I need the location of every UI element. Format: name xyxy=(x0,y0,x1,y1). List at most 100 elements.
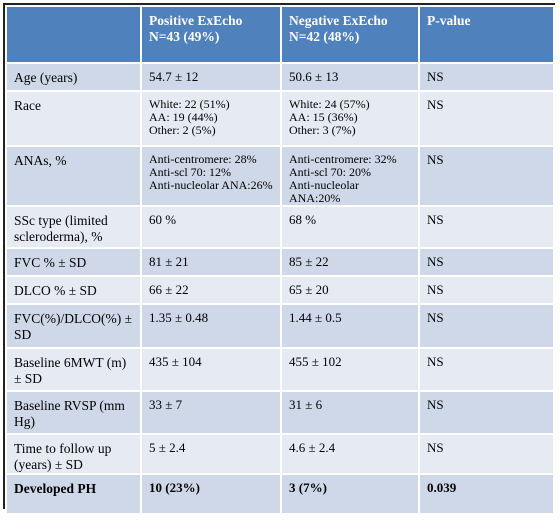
cell-text: Baseline RVSP (mm Hg) xyxy=(14,398,125,429)
cell-text: 1.44 ± 0.5 xyxy=(289,310,342,325)
table-row: FVC(%)/DLCO(%) ± SD 1.35 ± 0.48 1.44 ± 0.5… xyxy=(5,303,555,349)
table-row: Age (years) 54.7 ± 12 50.6 ± 13 NS xyxy=(5,62,555,92)
table-cell: 54.7 ± 12 xyxy=(140,62,282,92)
table-row: Developed PH 10 (23%) 3 (7%) 0.039 xyxy=(5,473,555,515)
table-cell: NS xyxy=(418,205,555,249)
table-cell: 85 ± 22 xyxy=(280,247,420,277)
table-cell: NS xyxy=(418,145,555,207)
table-row: Baseline RVSP (mm Hg) 33 ± 7 31 ± 6 NS xyxy=(5,390,555,435)
table-cell: 435 ± 104 xyxy=(140,347,282,392)
table-cell: 5 ± 2.4 xyxy=(140,433,282,475)
cell-text: NS xyxy=(427,152,444,167)
cell-text: 0.039 xyxy=(427,480,457,495)
table-cell: 31 ± 6 xyxy=(280,390,420,435)
table-cell: 10 (23%) xyxy=(140,473,282,515)
cell-text: FVC(%)/DLCO(%) ± SD xyxy=(14,311,133,342)
cell-text: 435 ± 104 xyxy=(149,354,202,369)
cell-text: 68 % xyxy=(289,212,317,227)
cell-text: Other: 2 (5%) xyxy=(149,123,216,137)
row-label: FVC % ± SD xyxy=(5,247,142,277)
cell-text: NS xyxy=(427,440,444,455)
row-label: FVC(%)/DLCO(%) ± SD xyxy=(5,303,142,349)
table-cell: 60 % xyxy=(140,205,282,249)
table-cell: 50.6 ± 13 xyxy=(280,62,420,92)
row-label: DLCO % ± SD xyxy=(5,275,142,305)
table-cell: 455 ± 102 xyxy=(280,347,420,392)
table-cell: NS xyxy=(418,303,555,349)
cell-text: Anti-nucleolar ANA:20% xyxy=(289,178,359,205)
row-label: Age (years) xyxy=(5,62,142,92)
cell-text: NS xyxy=(427,397,444,412)
table-cell: White: 24 (57%) AA: 15 (36%) Other: 3 (7%) xyxy=(280,90,420,147)
row-label: Race xyxy=(5,90,142,147)
cell-text: NS xyxy=(427,282,444,297)
cell-text: 10 (23%) xyxy=(149,480,200,495)
cell-text: Anti-centromere: 28% xyxy=(149,152,257,166)
table-cell: 68 % xyxy=(280,205,420,249)
table-cell: NS xyxy=(418,433,555,475)
cell-text: 66 ± 22 xyxy=(149,282,189,297)
cell-text: 455 ± 102 xyxy=(289,354,342,369)
table-row: DLCO % ± SD 66 ± 22 65 ± 20 NS xyxy=(5,275,555,305)
cell-text: Anti-scl 70: 20% xyxy=(289,165,371,179)
table: Positive ExEcho N=43 (49%) Negative ExEcho… xyxy=(5,5,555,515)
table-cell: 66 ± 22 xyxy=(140,275,282,305)
header-cell xyxy=(5,5,142,64)
table-row: FVC % ± SD 81 ± 21 85 ± 22 NS xyxy=(5,247,555,277)
row-label: Developed PH xyxy=(5,473,142,515)
table-cell: 3 (7%) xyxy=(280,473,420,515)
cell-text: Baseline 6MWT (m) ± SD xyxy=(14,355,127,386)
row-label: Time to follow up (years) ± SD xyxy=(5,433,142,475)
table-frame: Positive ExEcho N=43 (49%) Negative ExEcho… xyxy=(3,3,555,515)
table-row: Race White: 22 (51%) AA: 19 (44%) Other: 2 … xyxy=(5,90,555,147)
cell-text: 3 (7%) xyxy=(289,480,327,495)
cell-text: 65 ± 20 xyxy=(289,282,329,297)
table-cell: White: 22 (51%) AA: 19 (44%) Other: 2 (5%) xyxy=(140,90,282,147)
cell-text: Anti-nucleolar ANA:26% xyxy=(149,178,273,192)
row-label: Baseline RVSP (mm Hg) xyxy=(5,390,142,435)
cell-text: 60 % xyxy=(149,212,177,227)
cell-text: FVC % ± SD xyxy=(14,255,87,270)
cell-text: NS xyxy=(427,69,444,84)
cell-text: NS xyxy=(427,212,444,227)
table-cell: NS xyxy=(418,90,555,147)
table-cell: NS xyxy=(418,275,555,305)
table-row: Time to follow up (years) ± SD 5 ± 2.4 4.6… xyxy=(5,433,555,475)
cell-text: Anti-scl 70: 12% xyxy=(149,165,231,179)
cell-text: 54.7 ± 12 xyxy=(149,69,199,84)
cell-text: 1.35 ± 0.48 xyxy=(149,310,209,325)
table-cell: 0.039 xyxy=(418,473,555,515)
cell-text: 4.6 ± 2.4 xyxy=(289,440,336,455)
table-cell: Anti-centromere: 32% Anti-scl 70: 20% Anti… xyxy=(280,145,420,207)
cell-text: N=43 (49%) xyxy=(149,29,220,44)
table-cell: 1.35 ± 0.48 xyxy=(140,303,282,349)
table-cell: NS xyxy=(418,247,555,277)
table-cell: 65 ± 20 xyxy=(280,275,420,305)
cell-text: Negative ExEcho xyxy=(289,13,388,28)
cell-text: P-value xyxy=(427,13,471,28)
table-cell: 33 ± 7 xyxy=(140,390,282,435)
cell-text: 85 ± 22 xyxy=(289,254,329,269)
cell-text: White: 22 (51%) xyxy=(149,97,230,111)
header-cell: P-value xyxy=(418,5,555,64)
cell-text: Time to follow up (years) ± SD xyxy=(14,441,112,472)
cell-text: Positive ExEcho xyxy=(149,13,243,28)
table-cell: 1.44 ± 0.5 xyxy=(280,303,420,349)
cell-text: NS xyxy=(427,97,444,112)
table-cell: NS xyxy=(418,62,555,92)
table-row: ANAs, % Anti-centromere: 28% Anti-scl 70: … xyxy=(5,145,555,207)
cell-text: Anti-centromere: 32% xyxy=(289,152,397,166)
cell-text: Developed PH xyxy=(14,481,97,496)
table-row: SSc type (limited scleroderma), % 60 % 68 … xyxy=(5,205,555,249)
cell-text: NS xyxy=(427,310,444,325)
row-label: Baseline 6MWT (m) ± SD xyxy=(5,347,142,392)
row-label: ANAs, % xyxy=(5,145,142,207)
cell-text: 50.6 ± 13 xyxy=(289,69,339,84)
cell-text: AA: 15 (36%) xyxy=(289,110,358,124)
table-row: Baseline 6MWT (m) ± SD 435 ± 104 455 ± 102… xyxy=(5,347,555,392)
cell-text: 33 ± 7 xyxy=(149,397,183,412)
table-cell: NS xyxy=(418,347,555,392)
cell-text: ANAs, % xyxy=(14,153,67,168)
table-cell: 81 ± 21 xyxy=(140,247,282,277)
